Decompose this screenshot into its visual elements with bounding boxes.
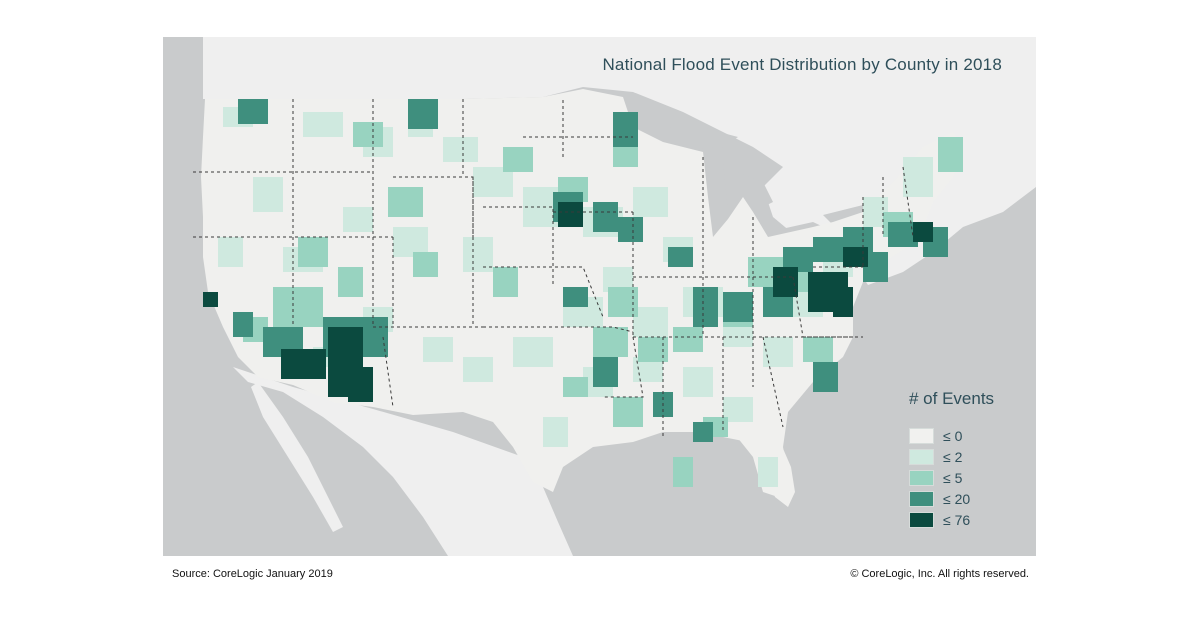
legend-label: ≤ 20 (943, 490, 971, 507)
counties-le-20 (233, 99, 948, 442)
map-title: National Flood Event Distribution by Cou… (602, 55, 1002, 74)
legend-item: ≤ 5 (909, 467, 1019, 488)
legend-item: ≤ 76 (909, 509, 1019, 530)
copyright-note: © CoreLogic, Inc. All rights reserved. (850, 568, 1029, 580)
legend-label: ≤ 5 (943, 469, 963, 486)
legend-swatch (909, 427, 934, 444)
county-choropleth (203, 99, 963, 487)
legend-swatch (909, 469, 934, 486)
counties-le-5 (243, 122, 963, 487)
legend-title: # of Events (909, 389, 995, 408)
legend-label: ≤ 0 (943, 427, 963, 444)
state-borders (193, 97, 914, 437)
legend-item: ≤ 0 (909, 425, 1019, 446)
legend-item: ≤ 2 (909, 446, 1019, 467)
legend-label: ≤ 2 (943, 448, 963, 465)
flood-map: National Flood Event Distribution by Cou… (163, 37, 1036, 556)
legend-item: ≤ 20 (909, 488, 1019, 509)
great-lakes (638, 125, 868, 244)
source-note: Source: CoreLogic January 2019 (172, 568, 333, 580)
legend-items: ≤ 0 ≤ 2 ≤ 5 ≤ 20 ≤ 76 (909, 425, 1019, 530)
legend-swatch (909, 511, 934, 528)
legend-label: ≤ 76 (943, 511, 971, 528)
mexico-landmass (233, 367, 573, 556)
baja-peninsula (251, 382, 343, 532)
legend-swatch (909, 448, 934, 465)
map-legend: # of Events ≤ 0 ≤ 2 ≤ 5 ≤ 20 ≤ 76 (909, 389, 1019, 530)
map-canvas (163, 37, 1036, 556)
legend-swatch (909, 490, 934, 507)
